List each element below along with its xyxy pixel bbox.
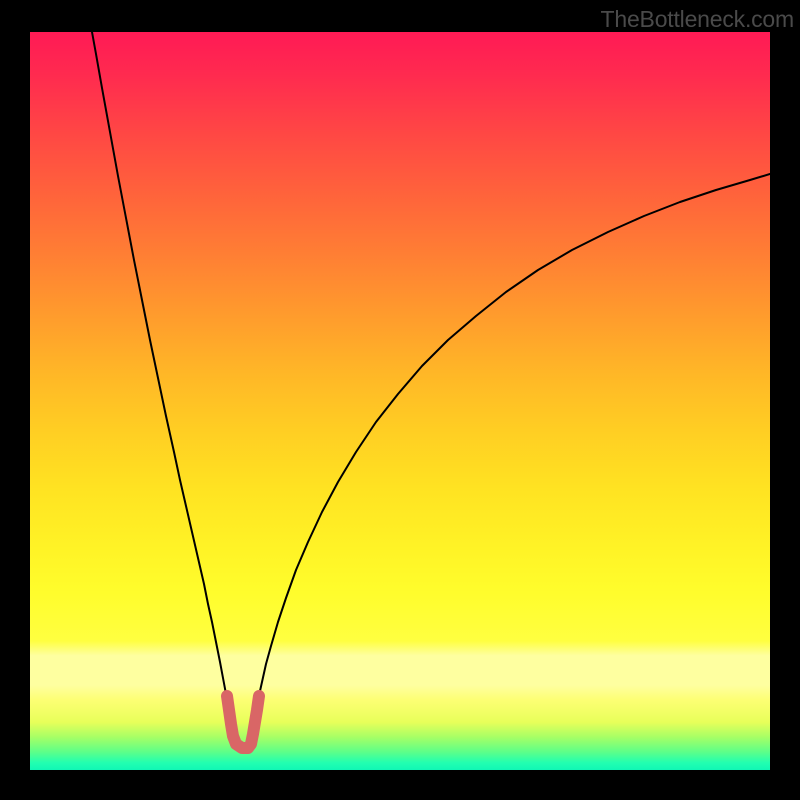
plot-area	[30, 32, 770, 770]
chart-container: TheBottleneck.com	[0, 0, 800, 800]
watermark-text: TheBottleneck.com	[601, 6, 794, 33]
plot-background	[30, 32, 770, 770]
plot-svg	[30, 32, 770, 770]
